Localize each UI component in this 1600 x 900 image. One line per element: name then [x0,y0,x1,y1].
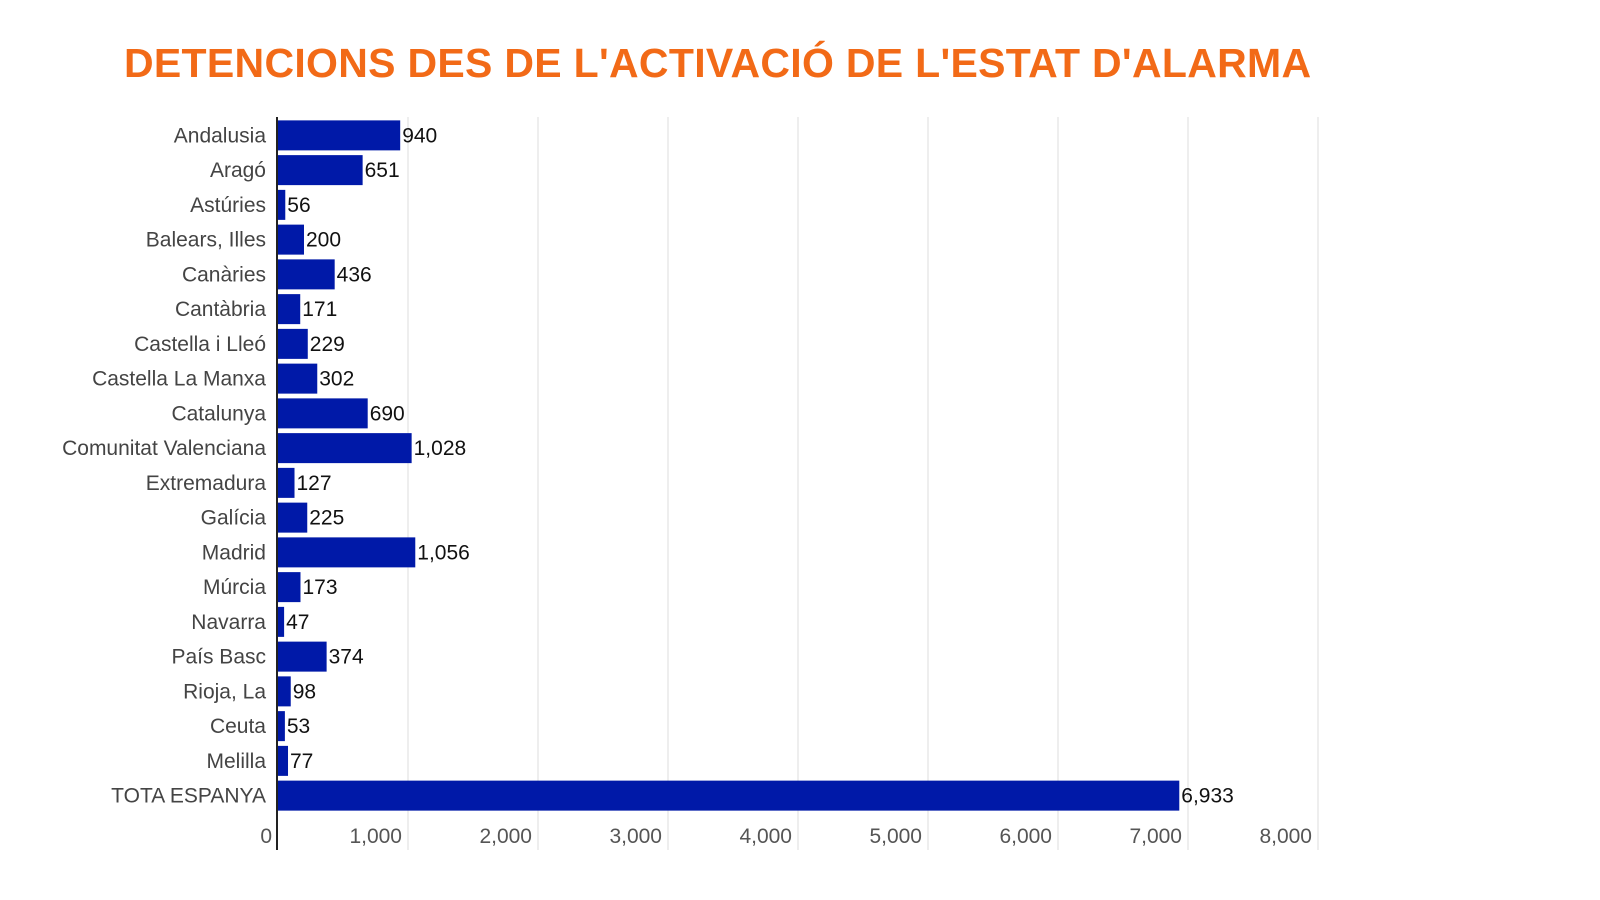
category-label: Aragó [210,159,266,182]
x-tick-label: 4,000 [739,825,792,848]
bar [278,294,301,325]
data-label: 374 [329,646,364,669]
data-label: 940 [402,124,437,147]
category-label: Melilla [206,750,266,773]
category-label: Catalunya [171,402,266,425]
data-label: 302 [319,368,354,391]
category-label: Extremadura [146,472,267,495]
category-label: Ceuta [210,715,266,738]
category-label: Rioja, La [183,680,266,703]
category-label: Cantàbria [175,298,266,321]
bar [278,259,335,290]
bar [278,606,285,637]
bar [278,572,301,603]
data-label: 53 [287,715,310,738]
category-label: Astúries [190,194,266,217]
category-label: Navarra [191,611,266,634]
bar [278,189,286,220]
data-label: 98 [293,680,316,703]
bar [278,363,318,394]
data-label: 77 [290,750,313,773]
data-label: 229 [310,333,345,356]
data-label: 171 [302,298,337,321]
bar [278,711,285,742]
data-label: 225 [309,507,344,530]
category-label: Galícia [201,507,267,530]
x-tick-label: 0 [260,825,272,848]
x-tick-label: 5,000 [869,825,922,848]
category-label: Canàries [182,263,266,286]
category-label: TOTA ESPANYA [111,785,266,808]
x-tick-label: 8,000 [1259,825,1312,848]
x-tick-label: 6,000 [999,825,1052,848]
data-label: 56 [287,194,310,217]
data-label: 690 [370,402,405,425]
category-label: Andalusia [174,124,267,147]
bar [278,398,368,429]
data-label: 651 [365,159,400,182]
category-label: Balears, Illes [146,229,266,252]
bar [278,641,327,672]
data-label: 127 [297,472,332,495]
data-label: 1,028 [414,437,467,460]
bar [278,537,416,568]
data-label: 47 [286,611,309,634]
category-label: Comunitat Valenciana [62,437,266,460]
category-label: Madrid [202,541,266,564]
category-label: Castella i Lleó [134,333,266,356]
category-label: Castella La Manxa [92,368,266,391]
category-label: País Basc [171,646,266,669]
bar [278,745,289,776]
data-label: 173 [302,576,337,599]
x-tick-label: 2,000 [479,825,532,848]
x-tick-label: 1,000 [349,825,402,848]
bar [278,676,291,707]
bar [278,224,304,255]
x-tick-label: 7,000 [1129,825,1182,848]
bar [278,328,308,359]
category-label: Múrcia [203,576,266,599]
data-label: 1,056 [417,541,470,564]
bar [278,502,308,533]
bar [278,120,401,151]
bar [278,467,295,498]
data-label: 6,933 [1181,785,1234,808]
chart-title: DETENCIONS DES DE L'ACTIVACIÓ DE L'ESTAT… [124,40,1312,86]
x-tick-label: 3,000 [609,825,662,848]
data-label: 436 [337,263,372,286]
bar [278,155,363,186]
bar [278,433,412,464]
bar [278,780,1180,811]
data-label: 200 [306,229,341,252]
